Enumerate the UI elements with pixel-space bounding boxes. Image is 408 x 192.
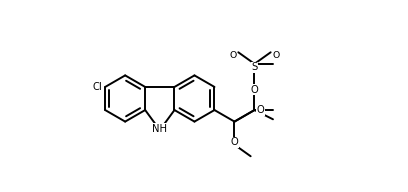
Text: O: O: [230, 51, 237, 60]
Text: S: S: [251, 62, 257, 72]
Text: Cl: Cl: [92, 82, 102, 92]
Text: O: O: [272, 51, 279, 60]
Text: NH: NH: [152, 124, 167, 134]
Text: O: O: [257, 105, 264, 115]
Text: O: O: [251, 85, 258, 95]
Text: O: O: [231, 137, 238, 147]
